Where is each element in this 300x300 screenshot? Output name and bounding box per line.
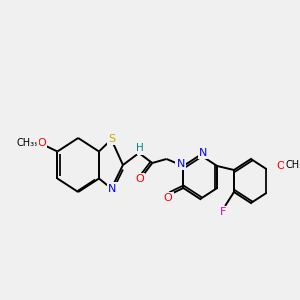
- Text: S: S: [108, 134, 115, 143]
- Text: O: O: [276, 161, 285, 171]
- Text: H: H: [138, 144, 145, 154]
- Text: N: N: [108, 184, 116, 194]
- Text: H: H: [136, 143, 144, 153]
- Text: CH₃: CH₃: [16, 137, 34, 148]
- Text: F: F: [220, 207, 226, 217]
- Text: CH₃: CH₃: [20, 137, 38, 148]
- Text: O: O: [136, 174, 144, 184]
- Text: O: O: [164, 193, 172, 203]
- Text: O: O: [37, 139, 46, 148]
- Text: CH₃: CH₃: [285, 160, 300, 170]
- Text: N: N: [176, 159, 185, 169]
- Text: N: N: [199, 148, 207, 158]
